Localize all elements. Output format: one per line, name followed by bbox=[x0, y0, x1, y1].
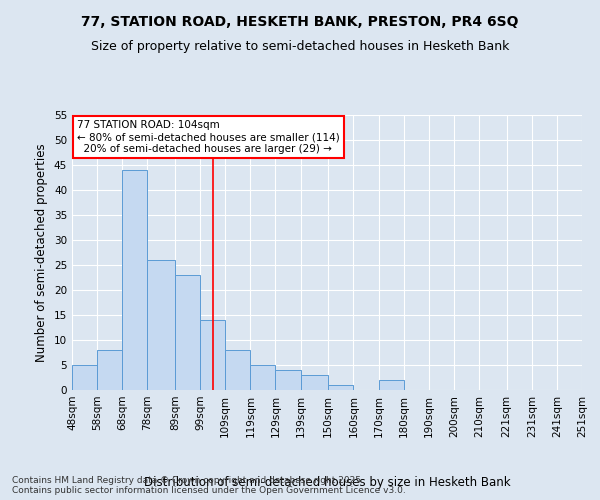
Text: Size of property relative to semi-detached houses in Hesketh Bank: Size of property relative to semi-detach… bbox=[91, 40, 509, 53]
Bar bbox=[250, 365, 275, 390]
Bar bbox=[275, 370, 301, 390]
Text: Contains HM Land Registry data © Crown copyright and database right 2025.
Contai: Contains HM Land Registry data © Crown c… bbox=[12, 476, 406, 495]
Bar bbox=[379, 380, 404, 390]
Bar bbox=[582, 385, 600, 390]
Bar bbox=[72, 365, 97, 390]
X-axis label: Distribution of semi-detached houses by size in Hesketh Bank: Distribution of semi-detached houses by … bbox=[143, 476, 511, 489]
Bar bbox=[148, 260, 175, 390]
Text: 77, STATION ROAD, HESKETH BANK, PRESTON, PR4 6SQ: 77, STATION ROAD, HESKETH BANK, PRESTON,… bbox=[81, 15, 519, 29]
Bar bbox=[97, 350, 122, 390]
Bar bbox=[328, 385, 353, 390]
Bar bbox=[175, 275, 200, 390]
Bar bbox=[225, 350, 250, 390]
Bar bbox=[122, 170, 148, 390]
Bar bbox=[301, 375, 328, 390]
Y-axis label: Number of semi-detached properties: Number of semi-detached properties bbox=[35, 143, 49, 362]
Text: 77 STATION ROAD: 104sqm
← 80% of semi-detached houses are smaller (114)
  20% of: 77 STATION ROAD: 104sqm ← 80% of semi-de… bbox=[77, 120, 340, 154]
Bar bbox=[200, 320, 225, 390]
